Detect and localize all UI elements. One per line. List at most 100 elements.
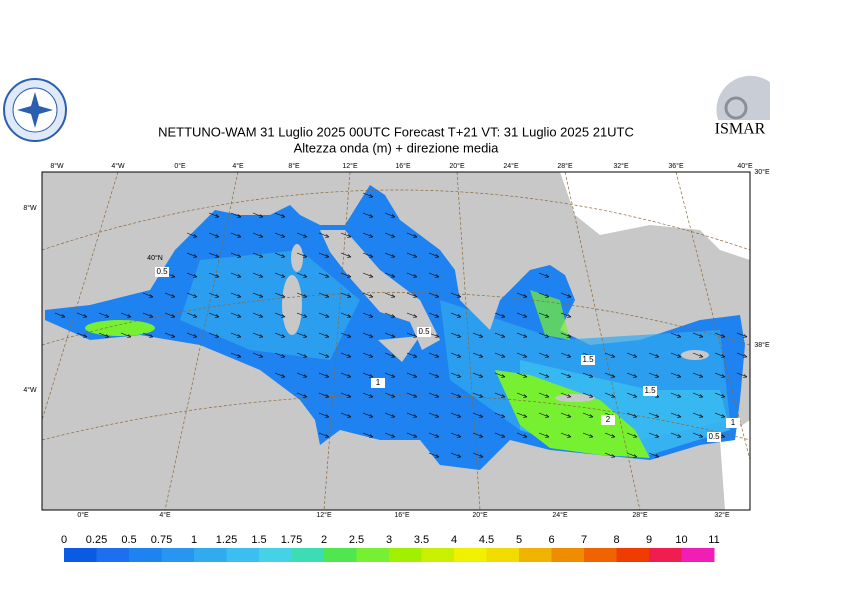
direction-arrow (186, 232, 198, 238)
direction-arrow (560, 412, 572, 418)
direction-arrow (516, 412, 528, 418)
direction-arrow (296, 332, 308, 338)
colorbar-label: 2 (321, 534, 327, 546)
direction-arrow (648, 372, 660, 378)
direction-arrow (516, 312, 528, 318)
direction-arrow (472, 412, 484, 418)
direction-arrow (538, 432, 550, 438)
contour-label: 1.5 (644, 386, 656, 395)
direction-arrow (560, 312, 572, 318)
colorbar-label: 9 (646, 534, 652, 546)
direction-arrow (252, 292, 264, 298)
direction-arrow (230, 352, 242, 358)
colorbar-swatch (64, 548, 97, 562)
direction-arrow (538, 332, 550, 338)
direction-arrow (362, 392, 374, 398)
direction-arrow (560, 392, 572, 398)
direction-arrow (274, 232, 286, 238)
direction-arrow (230, 312, 242, 318)
direction-arrow (736, 372, 748, 378)
colorbar-label: 0 (61, 534, 67, 546)
colorbar-label: 11 (708, 534, 719, 546)
direction-arrow (252, 272, 264, 278)
lat-label: 8°W (23, 204, 37, 212)
direction-arrow (538, 292, 550, 298)
colorbar-label: 4.5 (479, 534, 494, 546)
direction-arrow (54, 312, 66, 318)
lon-label: 12°E (316, 511, 332, 519)
direction-arrow (626, 392, 638, 398)
direction-arrow (406, 332, 418, 338)
colorbar-label: 2.5 (349, 534, 364, 546)
direction-arrow (406, 272, 418, 278)
direction-arrow (274, 292, 286, 298)
direction-arrow (560, 292, 572, 298)
direction-arrow (428, 292, 440, 298)
direction-arrow (142, 292, 154, 298)
contour-label-bg (601, 415, 615, 425)
lon-label: 32°E (714, 511, 730, 519)
direction-arrow (120, 312, 132, 318)
direction-arrow (252, 312, 264, 318)
direction-arrow (670, 332, 682, 338)
direction-arrow (626, 352, 638, 358)
direction-arrow (560, 332, 572, 338)
direction-arrow (318, 332, 330, 338)
lon-label: 24°E (503, 162, 519, 170)
right-logo: ISMAR (709, 75, 771, 140)
direction-arrow (296, 352, 308, 358)
direction-arrow (340, 332, 352, 338)
lon-label: 4°E (159, 511, 171, 519)
direction-arrow (670, 412, 682, 418)
colorbar-label: 7 (581, 534, 587, 546)
direction-arrow (384, 392, 396, 398)
direction-arrow (582, 392, 594, 398)
lon-label: 20°E (449, 162, 465, 170)
contour-label: 1 (731, 418, 736, 427)
lon-label: 28°E (557, 162, 573, 170)
direction-arrow (494, 372, 506, 378)
direction-arrow (604, 372, 616, 378)
direction-arrow (296, 392, 308, 398)
direction-arrow (714, 332, 726, 338)
direction-arrow (494, 312, 506, 318)
direction-arrow (538, 392, 550, 398)
direction-arrow (362, 252, 374, 258)
colorbar-swatch (551, 548, 585, 562)
direction-arrow (450, 332, 462, 338)
edge-label: 38°E (754, 341, 770, 349)
direction-arrow (384, 352, 396, 358)
direction-arrow (186, 292, 198, 298)
direction-arrow (252, 212, 264, 218)
lon-label: 36°E (668, 162, 684, 170)
direction-arrow (296, 372, 308, 378)
direction-arrow (538, 272, 550, 278)
colorbar-swatch (194, 548, 227, 562)
direction-arrow (384, 252, 396, 258)
direction-arrow (208, 332, 220, 338)
lon-label: 40°E (737, 162, 753, 170)
lat-label: 40°N (147, 254, 163, 262)
direction-arrow (296, 312, 308, 318)
direction-arrow (692, 332, 704, 338)
contour-label-bg (371, 378, 385, 388)
contour-label: 0.5 (418, 327, 430, 336)
direction-arrow (516, 392, 528, 398)
colorbar: 0 0.25 0.5 0.75 1 1.25 1.5 1.75 2 2.5 3 3.5 4 4.5 5 6 7 8… (61, 534, 720, 562)
direction-arrow (384, 292, 396, 298)
direction-arrow (450, 412, 462, 418)
direction-arrow (384, 212, 396, 218)
direction-arrow (428, 412, 440, 418)
direction-arrow (626, 412, 638, 418)
direction-arrow (296, 252, 308, 258)
contour-label-bg (581, 355, 595, 365)
colorbar-label: 1.75 (281, 534, 302, 546)
colorbar-label: 1 (191, 534, 197, 546)
direction-arrow (604, 452, 616, 458)
direction-arrow (362, 232, 374, 238)
direction-arrow (340, 372, 352, 378)
direction-arrow (538, 352, 550, 358)
lat-label: 4°W (23, 386, 37, 394)
direction-arrow (362, 372, 374, 378)
colorbar-swatch (649, 548, 682, 562)
